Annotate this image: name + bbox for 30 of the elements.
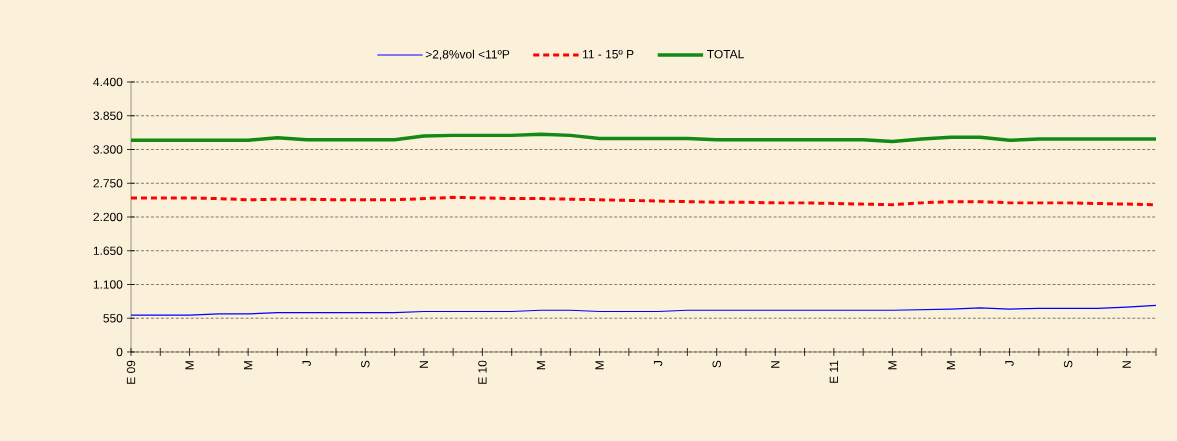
y-tick-label: 0 [116,347,123,357]
x-tick-label: N [771,361,780,368]
x-tick-label: N [1122,361,1131,368]
x-tick-label: S [1063,360,1073,368]
legend-label: TOTAL [707,49,744,59]
y-tick-label: 3.850 [93,111,123,120]
x-tick-label: E 11 [829,360,838,383]
x-tick-label: M [946,361,956,370]
x-tick-label: M [888,361,897,370]
x-tick-label: J [302,361,311,366]
x-tick-label: N [419,361,428,368]
x-tick-label: M [536,361,546,370]
legend-label: 11 - 15º P [583,49,634,59]
y-tick-label: 4.400 [93,77,123,87]
x-tick-label: J [653,361,663,366]
x-tick-label: J [1005,361,1014,366]
x-tick-label: M [185,361,194,370]
x-tick-label: E 10 [478,360,487,384]
y-tick-label: 3.300 [93,145,123,154]
y-tick-label: 550 [103,314,123,323]
y-tick-label: 2.200 [93,212,123,222]
y-tick-label: 1.100 [93,280,123,289]
x-tick-label: E 09 [126,360,136,384]
x-tick-label: M [595,361,604,370]
legend-label: >2,8%vol <11ºP [425,49,510,60]
x-tick-label: S [712,360,721,368]
y-tick-label: 1.650 [93,246,123,255]
y-tick-label: 2.750 [93,179,123,188]
x-tick-label: M [244,361,253,370]
x-tick-label: S [361,360,370,368]
